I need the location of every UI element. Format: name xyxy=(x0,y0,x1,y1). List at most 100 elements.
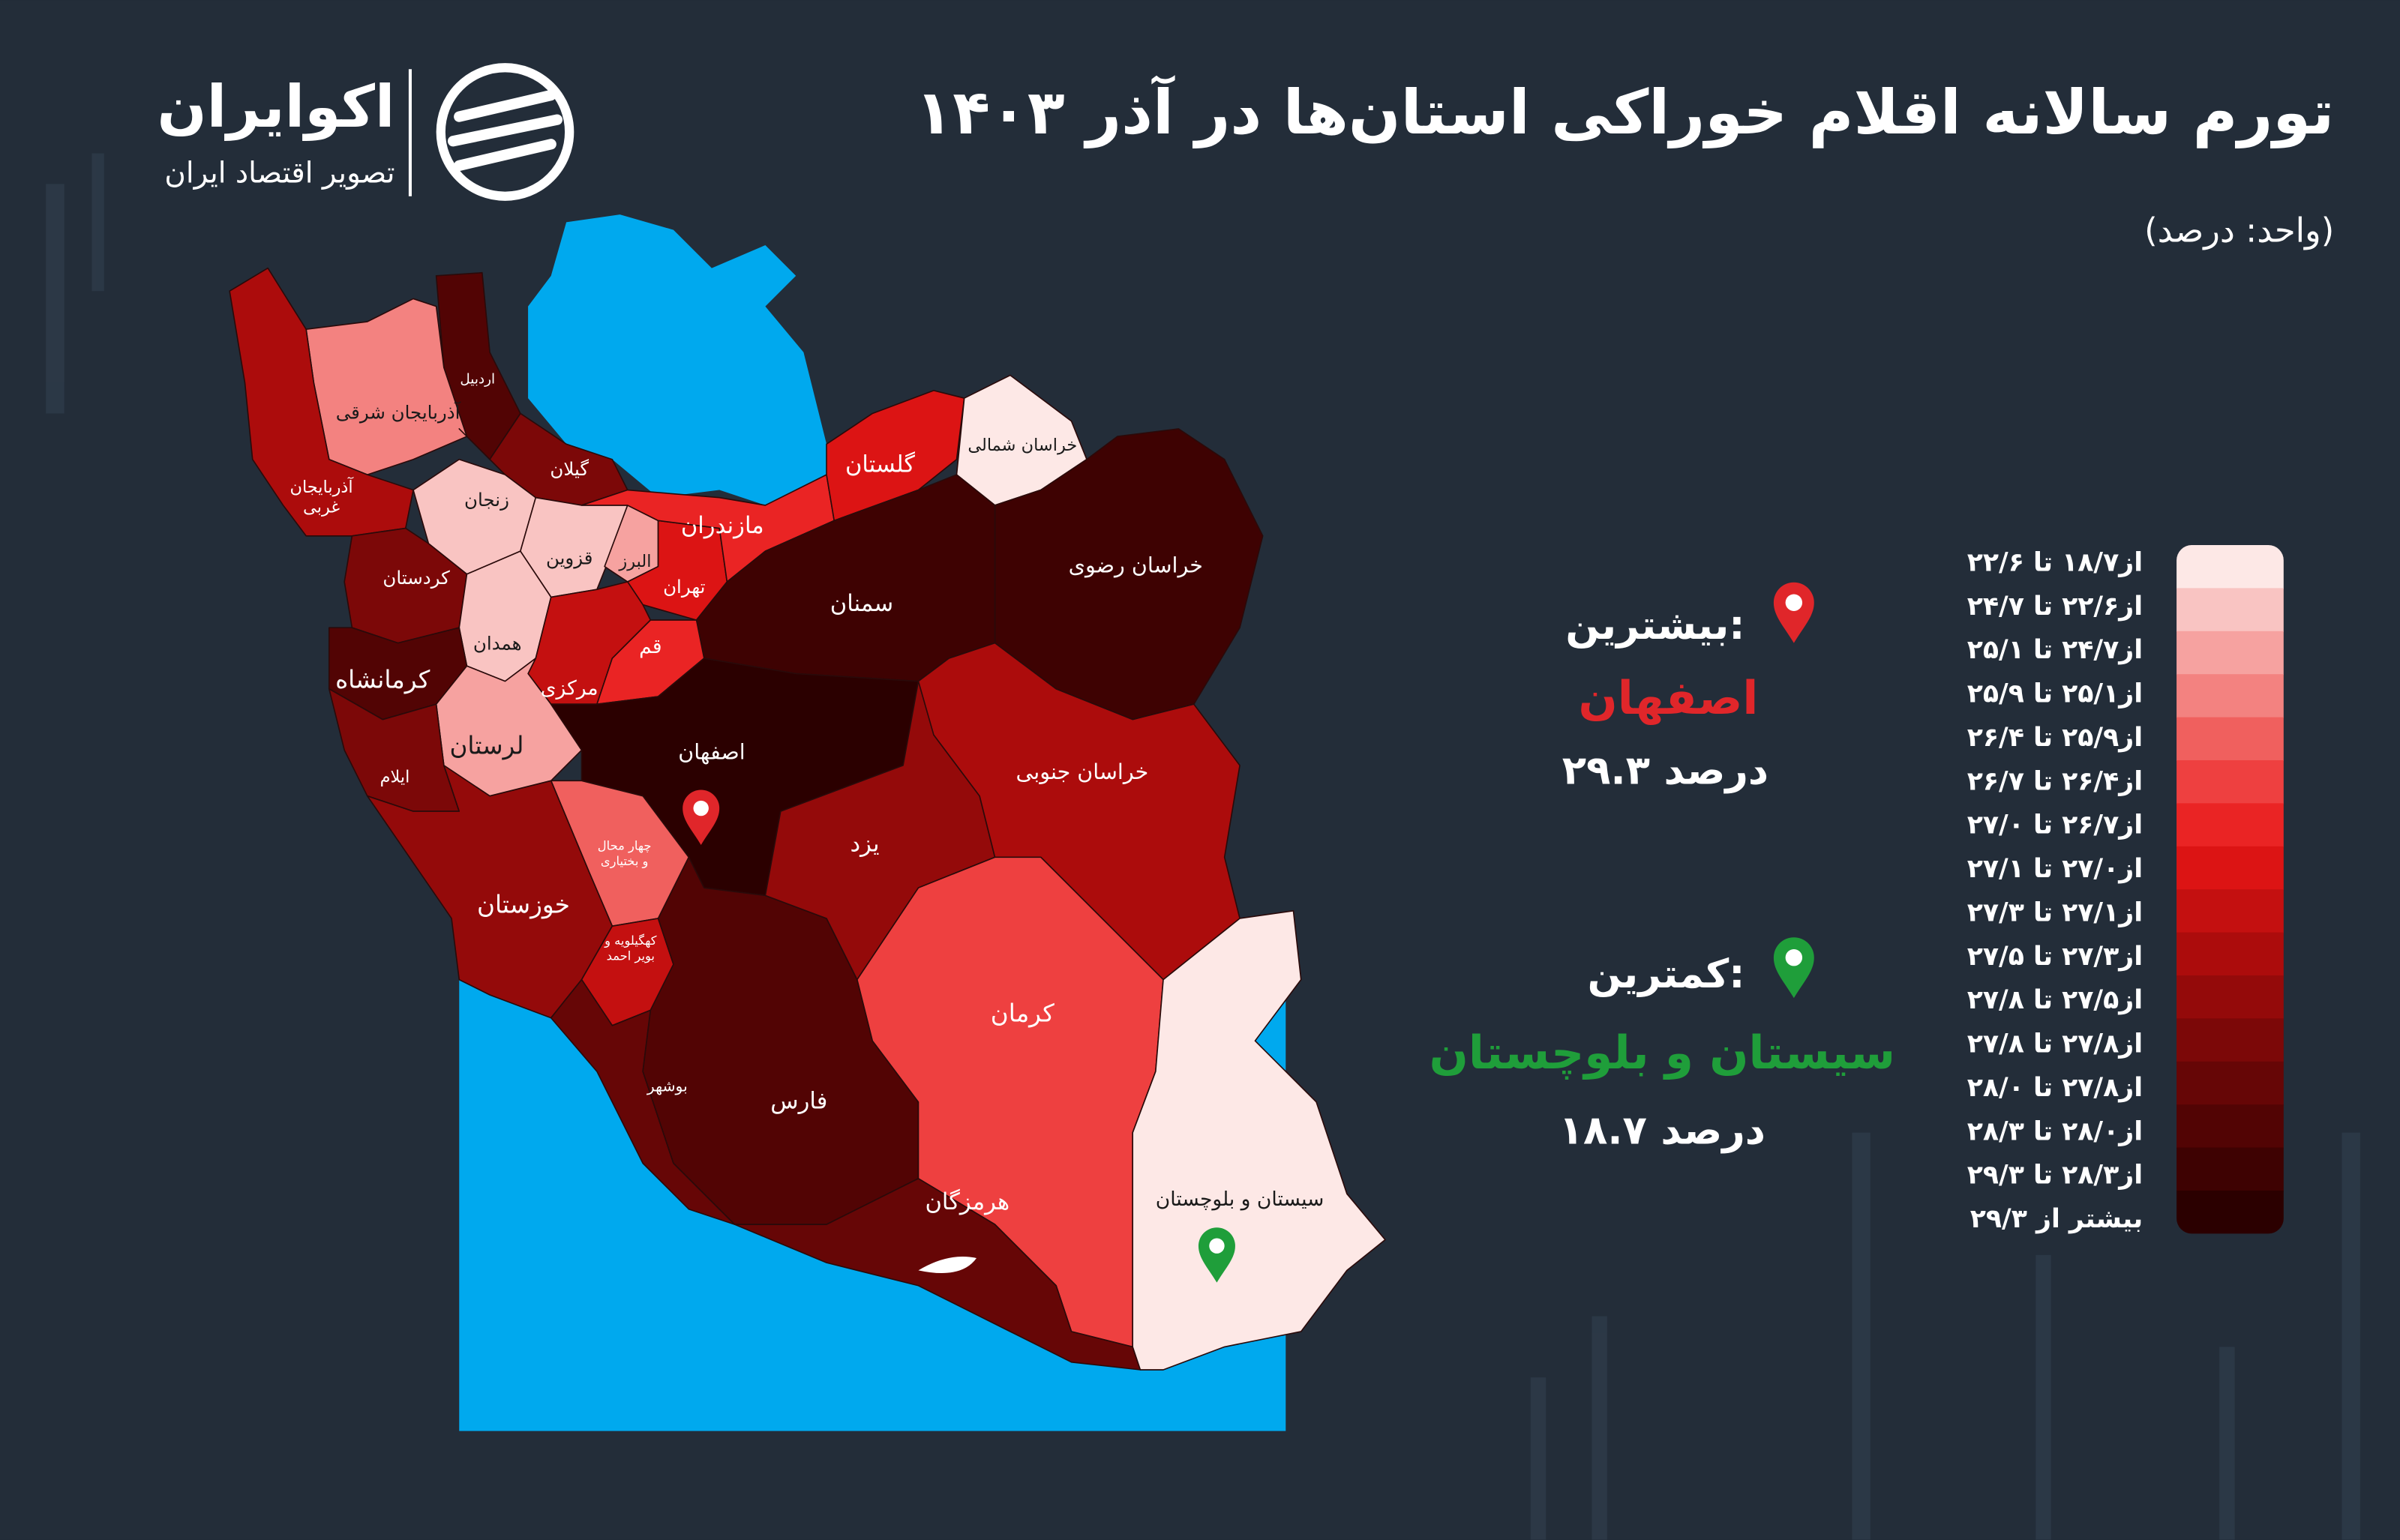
legend-swatch xyxy=(2176,803,2284,847)
legend-label: از۲۷/۱ تا ۲۷/۳ xyxy=(1967,897,2143,927)
pin-lowest xyxy=(1773,937,1814,999)
legend-bar xyxy=(2176,545,2284,1234)
province-label: غربی xyxy=(303,497,340,517)
legend-label: بیشتر از ۲۹/۳ xyxy=(1970,1204,2143,1234)
province-label: یزد xyxy=(850,831,880,858)
legend-label: از۲۵/۹ تا ۲۶/۴ xyxy=(1967,723,2143,753)
legend-swatch xyxy=(2176,1190,2284,1234)
province xyxy=(826,390,965,522)
province-label: گلستان xyxy=(845,451,915,478)
decor-bars xyxy=(46,153,2360,1540)
province xyxy=(1132,909,1386,1371)
province-label: بویر احمد xyxy=(607,948,655,963)
pin-shape xyxy=(682,789,720,845)
legend-swatch xyxy=(2176,674,2284,718)
highest-value: ۲۹.۳ درصد xyxy=(1562,748,1768,794)
legend: از۱۸/۷ تا ۲۲/۶ از۲۲/۶ تا ۲۴/۷ از۲۴/۷ تا ۲۵… xyxy=(1967,545,2284,1234)
subtitle: (واحد: درصد) xyxy=(2144,211,2334,251)
legend-swatch xyxy=(2176,717,2284,762)
pin-hole xyxy=(1785,948,1803,966)
legend-label: از۲۶/۷ تا ۲۷/۰ xyxy=(1967,810,2143,840)
province-label: قزوین xyxy=(546,547,592,568)
province-label: آذربایجان xyxy=(290,476,354,497)
qeshm-island xyxy=(918,1256,977,1274)
legend-label: از۱۸/۷ تا ۲۲/۶ xyxy=(1967,547,2143,577)
legend-label: از۲۴/۷ تا ۲۵/۱ xyxy=(1967,635,2143,665)
legend-swatch xyxy=(2176,889,2284,933)
province xyxy=(366,765,614,1019)
province-label: قم xyxy=(639,635,662,658)
lowest-province: سیستان و بلوچستان xyxy=(1430,1026,1895,1080)
caspian-sea xyxy=(528,214,827,505)
province-label: زنجان xyxy=(464,489,509,511)
province-label: تهران xyxy=(663,576,705,598)
pin-hole xyxy=(693,800,709,816)
legend-swatch xyxy=(2176,1061,2284,1106)
legend-label: از۲۸/۳ تا ۲۹/۳ xyxy=(1967,1161,2143,1191)
legend-swatch xyxy=(2176,1104,2284,1149)
pin-hole xyxy=(1785,594,1803,611)
provinces xyxy=(229,267,1386,1371)
province-label: گیلان xyxy=(550,458,589,480)
legend-swatch xyxy=(2176,1147,2284,1191)
province-label: کردستان xyxy=(382,567,450,589)
highest-province: اصفهان xyxy=(1579,672,1759,725)
pin-shape xyxy=(1773,582,1814,643)
pin-highest xyxy=(1773,582,1814,643)
province-label: خوزستان xyxy=(477,891,570,919)
province-label: و بختیاری xyxy=(601,854,649,869)
pin-hole xyxy=(1209,1238,1225,1254)
logo-tagline: تصویر اقتصاد ایران xyxy=(164,157,394,190)
pin-shape xyxy=(1198,1227,1235,1283)
province-label: سیستان و بلوچستان xyxy=(1156,1188,1324,1211)
province-label: هرمزگان xyxy=(925,1188,1010,1215)
legend-label: از۲۸/۰ تا ۲۸/۳ xyxy=(1967,1116,2143,1146)
province-label: مازندران xyxy=(681,513,764,539)
legend-label: از۲۵/۱ تا ۲۵/۹ xyxy=(1967,679,2143,709)
title: تورم سالانه اقلام خوراکی استان‌ها در آذر… xyxy=(915,74,2334,148)
province-label: لرستان xyxy=(449,731,524,760)
province-label: کهگیلویه و xyxy=(604,933,657,948)
legend-label: از۲۲/۶ تا ۲۴/۷ xyxy=(1967,592,2143,622)
province-label: خراسان رضوی xyxy=(1069,553,1203,578)
legend-label: از۲۶/۴ تا ۲۶/۷ xyxy=(1967,766,2143,796)
legend-swatch xyxy=(2176,846,2284,891)
province-label: کرمان xyxy=(991,999,1054,1028)
legend-swatch xyxy=(2176,1018,2284,1062)
logo-name: اکوایران xyxy=(158,73,395,141)
lowest-value: ۱۸.۷ درصد xyxy=(1559,1107,1766,1153)
province-label: ایلام xyxy=(380,768,410,787)
legend-swatch xyxy=(2176,631,2284,676)
province-label: سمنان xyxy=(830,591,893,617)
province-label: چهار محال xyxy=(598,839,652,854)
province xyxy=(229,267,414,537)
legend-swatch xyxy=(2176,975,2284,1020)
province-label: خراسان شمالی xyxy=(968,436,1077,455)
province-label: فارس xyxy=(770,1088,827,1114)
legend-label: از۲۷/۰ تا ۲۷/۱ xyxy=(1967,854,2143,884)
province-label: کرمانشاه xyxy=(335,666,430,694)
province-label: مرکزی xyxy=(541,676,598,700)
highest-heading: بیشترین: xyxy=(1565,602,1744,649)
province-label: البرز xyxy=(618,552,651,571)
legend-swatch xyxy=(2176,932,2284,976)
province-label: همدان xyxy=(473,633,522,655)
province-label: اصفهان xyxy=(678,739,745,765)
logo: اکوایران تصویر اقتصاد ایران xyxy=(158,63,574,201)
legend-label: از۲۷/۳ تا ۲۷/۵ xyxy=(1967,942,2143,972)
map-pin-highest xyxy=(682,789,720,845)
legend-label: از۲۷/۵ تا ۲۷/۸ xyxy=(1967,985,2143,1015)
province-label: خراسان جنوبی xyxy=(1016,759,1148,784)
map-pin-lowest xyxy=(1198,1227,1235,1283)
province-label: اردبیل xyxy=(460,372,495,388)
province-label: آذربایجان شرقی xyxy=(336,401,461,423)
province xyxy=(917,642,1240,981)
legend-label: از۲۷/۸ تا ۲۷/۸ xyxy=(1967,1029,2143,1059)
legend-swatch xyxy=(2176,588,2284,632)
province-label: بوشهر xyxy=(646,1077,688,1095)
legend-swatch xyxy=(2176,760,2284,804)
legend-swatch xyxy=(2176,545,2284,589)
pin-shape xyxy=(1773,937,1814,999)
